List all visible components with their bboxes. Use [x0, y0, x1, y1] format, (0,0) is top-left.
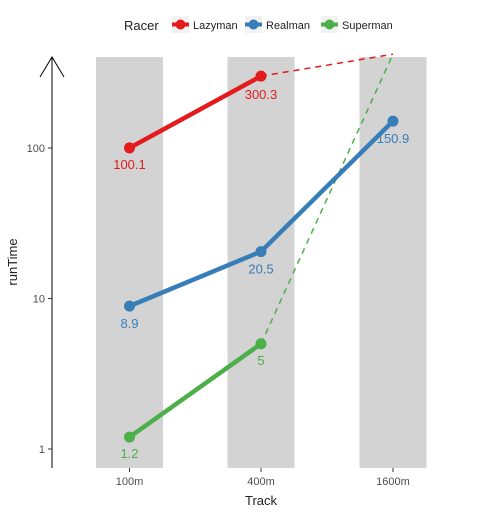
- extrapolation-lazyman: [260, 53, 394, 77]
- x-ticks: 100m 400m 1600m: [116, 468, 410, 488]
- data-label-realman: 20.5: [248, 262, 273, 277]
- y-ticks: 1 10 100: [27, 143, 52, 456]
- data-labels: 100.1 300.3 8.9 20.5 150.9 1.2 5: [113, 87, 409, 461]
- data-label-realman: 8.9: [120, 316, 138, 331]
- data-label-realman: 150.9: [377, 131, 410, 146]
- legend-label: Lazyman: [193, 20, 238, 32]
- legend-item-superman: Superman: [321, 16, 393, 33]
- x-tick-label: 100m: [116, 476, 144, 488]
- y-axis-arrow: [39, 56, 65, 78]
- data-label-lazyman: 100.1: [113, 157, 146, 172]
- band-100m: [96, 57, 163, 468]
- legend-item-lazyman: Lazyman: [172, 16, 238, 33]
- legend-key-point: [248, 19, 259, 30]
- data-label-lazyman: 300.3: [245, 87, 278, 102]
- x-tick-label: 400m: [247, 476, 275, 488]
- point-superman-400m: [255, 338, 267, 350]
- legend-label: Realman: [266, 20, 310, 32]
- point-realman-400m: [255, 246, 267, 258]
- y-tick-label: 10: [33, 294, 45, 306]
- category-bands: [96, 57, 427, 468]
- x-axis-title: Track: [245, 493, 278, 508]
- legend-key-point: [175, 19, 186, 30]
- legend: Racer Lazyman Realman Superman: [124, 16, 393, 33]
- line-lazyman: [127, 73, 264, 151]
- point-lazyman-100m: [124, 142, 135, 154]
- legend-key-point: [324, 19, 335, 30]
- legend-item-realman: Realman: [245, 16, 310, 33]
- y-tick-label: 100: [27, 143, 45, 155]
- y-tick-label: 1: [39, 444, 45, 456]
- series-points: [124, 70, 399, 443]
- data-label-superman: 5: [257, 353, 264, 368]
- y-axis-title: runTime: [5, 238, 20, 285]
- legend-label: Superman: [342, 20, 393, 32]
- line-superman: [127, 341, 264, 440]
- data-label-superman: 1.2: [120, 446, 138, 461]
- point-realman-1600m: [387, 115, 399, 127]
- extrapolation-lines: [260, 53, 394, 345]
- x-tick-label: 1600m: [376, 476, 410, 488]
- axes: [39, 56, 65, 468]
- point-lazyman-400m: [255, 70, 267, 82]
- legend-title: Racer: [124, 18, 159, 33]
- point-superman-100m: [124, 431, 135, 443]
- legend-items: Lazyman Realman Superman: [172, 16, 393, 33]
- point-realman-100m: [124, 300, 135, 312]
- extrapolation-superman: [260, 53, 394, 345]
